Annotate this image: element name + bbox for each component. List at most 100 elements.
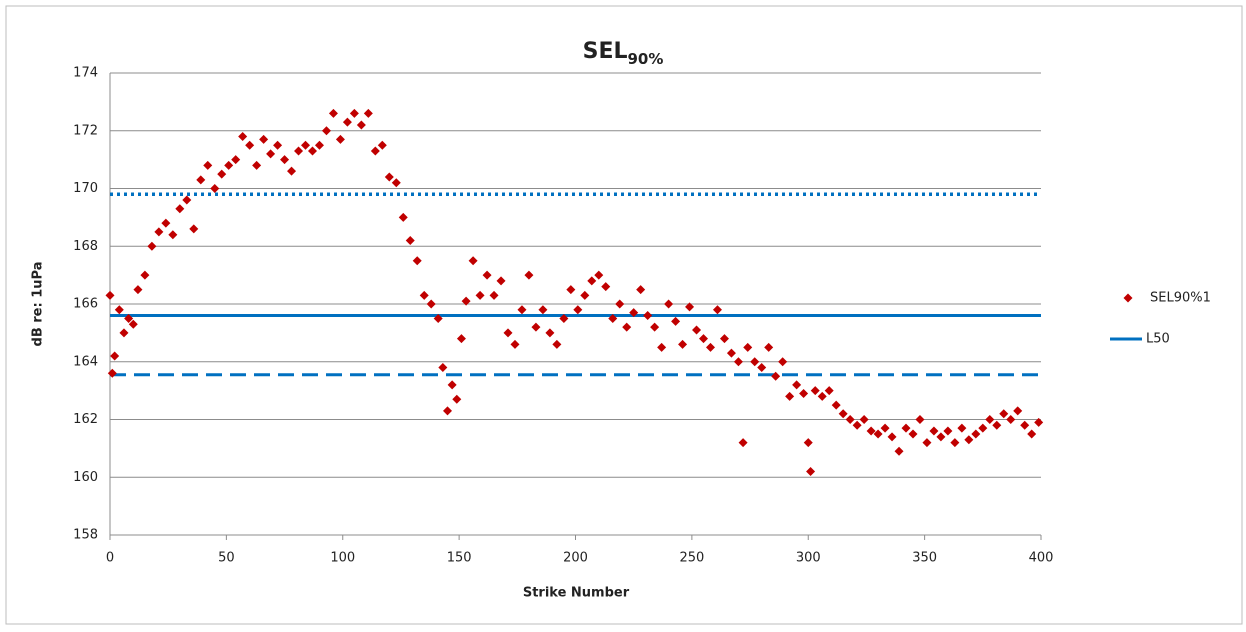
data-point — [1020, 420, 1030, 430]
data-point — [105, 290, 115, 300]
data-point — [107, 368, 117, 378]
data-point — [363, 108, 373, 118]
data-point — [314, 140, 324, 150]
data-point — [664, 299, 674, 309]
x-axis-title: Strike Number — [523, 586, 630, 601]
y-tick-label: 172 — [73, 123, 98, 138]
data-point — [978, 423, 988, 433]
data-point — [287, 166, 297, 176]
data-point — [1034, 417, 1044, 427]
data-point — [852, 420, 862, 430]
x-tick-label: 0 — [106, 551, 114, 566]
y-tick-label: 164 — [73, 354, 98, 369]
data-point — [778, 357, 788, 367]
legend-label: SEL90%1 — [1150, 291, 1211, 306]
x-tick-label: 200 — [563, 551, 588, 566]
data-point — [922, 438, 932, 448]
data-point — [594, 270, 604, 280]
data-point — [147, 241, 157, 251]
data-point — [824, 386, 834, 396]
data-point — [733, 357, 743, 367]
data-point — [405, 235, 415, 245]
y-tick-label: 168 — [73, 239, 98, 254]
data-point — [468, 256, 478, 266]
data-point — [929, 426, 939, 436]
data-point — [643, 311, 653, 321]
data-point — [785, 391, 795, 401]
data-point — [307, 146, 317, 156]
data-point — [915, 415, 925, 424]
data-point — [771, 371, 781, 381]
data-point — [587, 276, 597, 286]
data-point — [799, 389, 809, 399]
data-point — [475, 290, 485, 300]
data-point — [699, 334, 709, 344]
x-tick-label: 300 — [796, 551, 821, 566]
data-point — [685, 302, 695, 312]
chart-title: SEL90% — [583, 39, 664, 68]
data-point — [1013, 406, 1023, 416]
data-point — [391, 178, 401, 188]
data-point — [224, 160, 234, 170]
data-point — [671, 316, 681, 326]
data-point — [831, 400, 841, 410]
x-tick-label: 50 — [218, 551, 235, 566]
data-point — [217, 169, 227, 179]
data-point — [128, 319, 138, 329]
data-point — [810, 386, 820, 396]
data-point — [566, 285, 576, 295]
data-point — [503, 328, 513, 338]
data-point — [349, 108, 359, 118]
data-point — [266, 149, 276, 159]
data-point — [210, 184, 220, 193]
data-point — [943, 426, 953, 436]
data-point — [615, 299, 625, 309]
data-point — [650, 322, 660, 332]
data-point — [442, 406, 452, 416]
data-point — [489, 290, 499, 300]
data-point — [985, 415, 995, 424]
data-point — [992, 420, 1002, 430]
data-point — [971, 429, 981, 439]
data-point — [636, 285, 646, 295]
data-point — [438, 363, 448, 373]
data-point — [496, 276, 506, 286]
data-point — [873, 429, 883, 439]
data-point — [433, 313, 443, 323]
y-tick-label: 166 — [73, 297, 98, 312]
data-point — [936, 432, 946, 442]
y-tick-label: 162 — [73, 412, 98, 427]
x-tick-label: 350 — [912, 551, 937, 566]
data-point — [908, 429, 918, 439]
data-point — [124, 313, 134, 323]
data-point — [705, 342, 715, 352]
data-point — [999, 409, 1009, 419]
data-point — [182, 195, 192, 205]
data-point — [203, 160, 213, 170]
data-point — [110, 351, 120, 361]
data-point — [456, 334, 466, 344]
data-point — [133, 285, 143, 295]
data-point — [524, 270, 534, 280]
data-point — [419, 290, 429, 300]
y-tick-label: 160 — [73, 470, 98, 485]
data-point — [657, 342, 667, 352]
data-point — [398, 212, 408, 222]
data-point — [950, 438, 960, 448]
data-point — [712, 305, 722, 315]
data-point — [622, 322, 632, 332]
title-subscript: 90% — [628, 50, 664, 68]
data-point — [764, 342, 774, 352]
data-point — [817, 391, 827, 401]
data-point — [482, 270, 492, 280]
data-point — [1027, 429, 1037, 439]
y-tick-label: 170 — [73, 181, 98, 196]
y-tick-label: 158 — [73, 528, 98, 543]
data-point — [738, 438, 748, 448]
data-point — [342, 117, 352, 127]
data-point — [140, 270, 150, 280]
x-tick-label: 250 — [679, 551, 704, 566]
data-point — [743, 342, 753, 352]
data-point — [806, 466, 816, 476]
